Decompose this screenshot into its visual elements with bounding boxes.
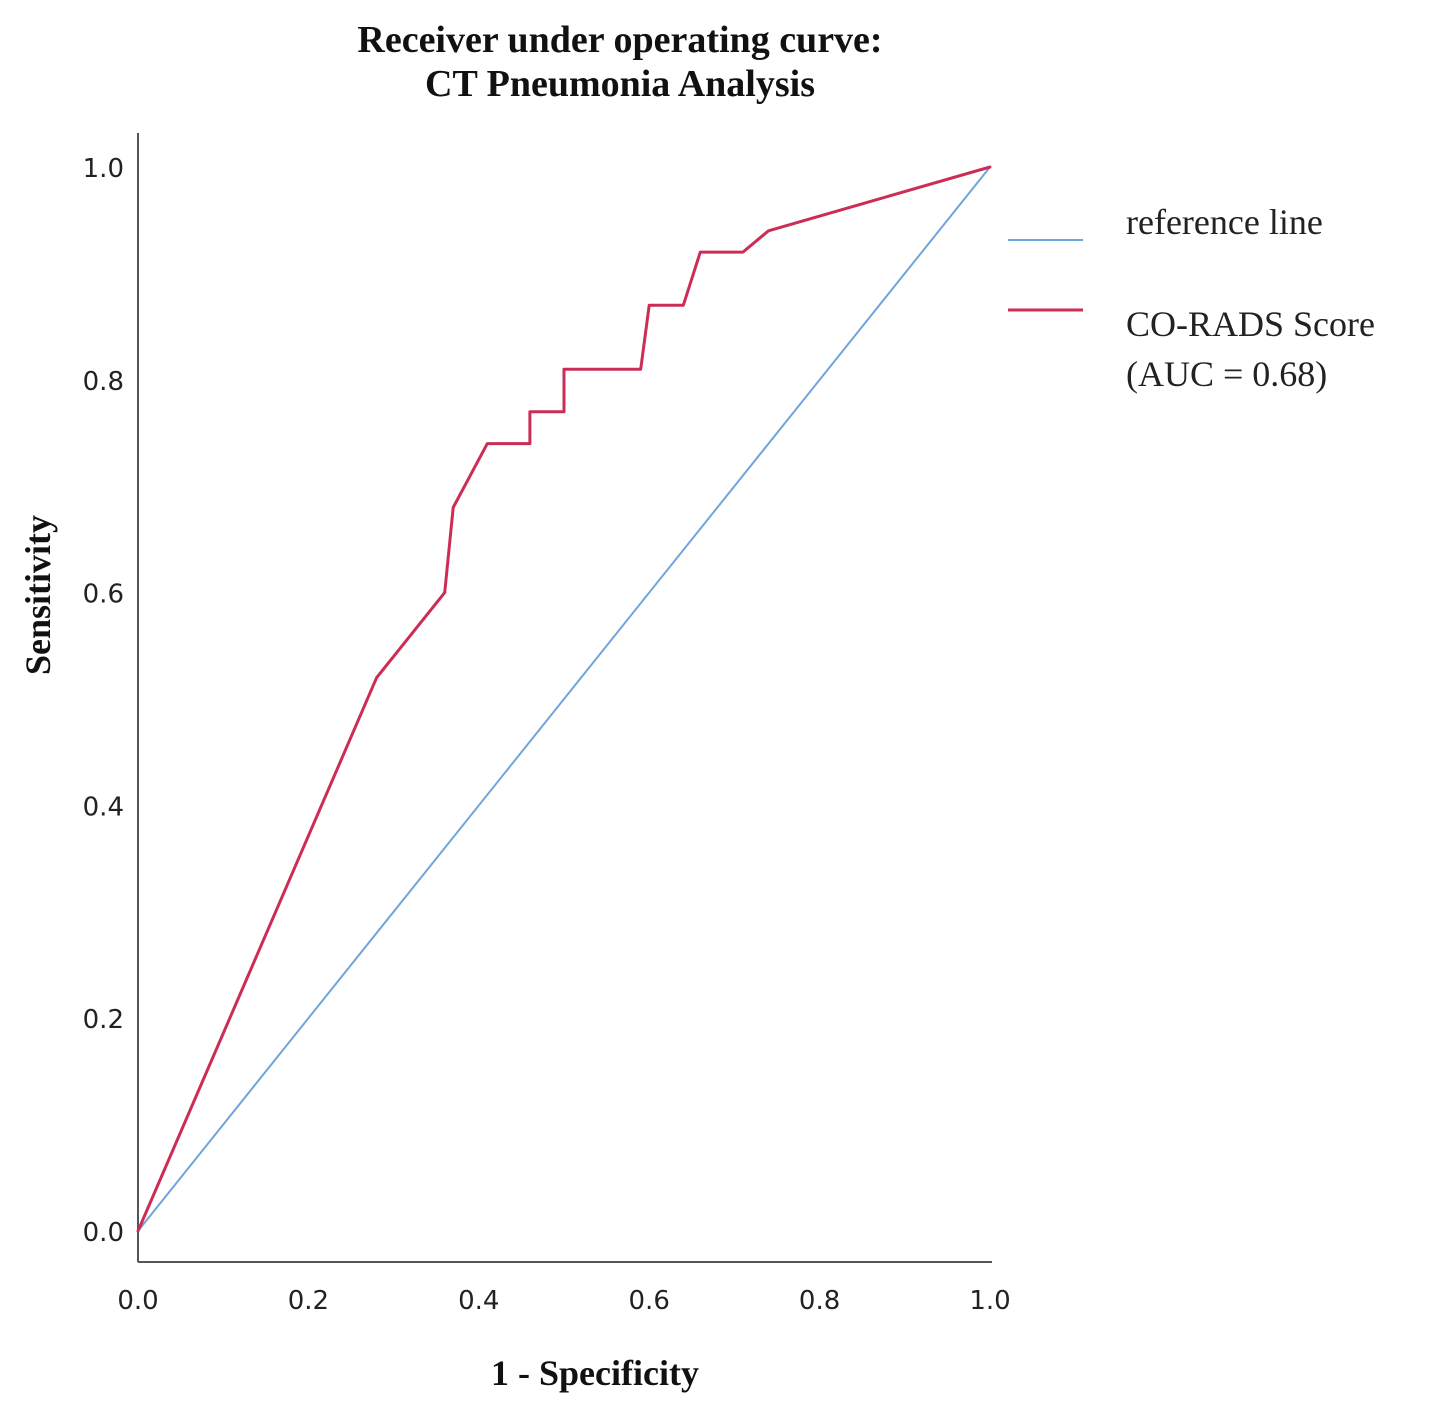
x-tick-label: 0.4: [458, 1286, 499, 1316]
y-tick-label: 0.8: [83, 367, 124, 397]
x-tick-label: 0.6: [629, 1286, 670, 1316]
chart-title-line-1: Receiver under operating curve:: [357, 19, 882, 61]
y-tick-labels: 0.0 0.2 0.4 0.6 0.8 1.0: [83, 154, 124, 1248]
y-tick-label: 0.0: [83, 1218, 124, 1248]
x-tick-label: 1.0: [969, 1286, 1010, 1316]
x-tick-label: 0.8: [799, 1286, 840, 1316]
legend-label-co-rads-score: CO-RADS Score: [1126, 304, 1375, 344]
legend-label-co-rads-score: (AUC = 0.68): [1126, 354, 1327, 394]
series-layer: [136, 165, 992, 1233]
y-tick-label: 0.2: [83, 1005, 124, 1035]
y-tick-label: 0.4: [83, 792, 124, 822]
x-axis-label: 1 - Specificity: [491, 1353, 699, 1393]
chart-title-line-2: CT Pneumonia Analysis: [425, 63, 815, 105]
y-axis-label: Sensitivity: [18, 515, 58, 675]
series-line-reference: [137, 166, 991, 1232]
legend: reference line CO-RADS Score (AUC = 0.68): [1008, 202, 1375, 394]
x-tick-label: 0.0: [117, 1286, 158, 1316]
x-tick-label: 0.2: [288, 1286, 329, 1316]
legend-label-reference: reference line: [1126, 202, 1323, 242]
x-tick-labels: 0.0 0.2 0.4 0.6 0.8 1.0: [117, 1286, 1010, 1316]
series-line-co-rads-score: [136, 165, 992, 1233]
y-tick-label: 1.0: [83, 154, 124, 184]
y-tick-label: 0.6: [83, 580, 124, 610]
